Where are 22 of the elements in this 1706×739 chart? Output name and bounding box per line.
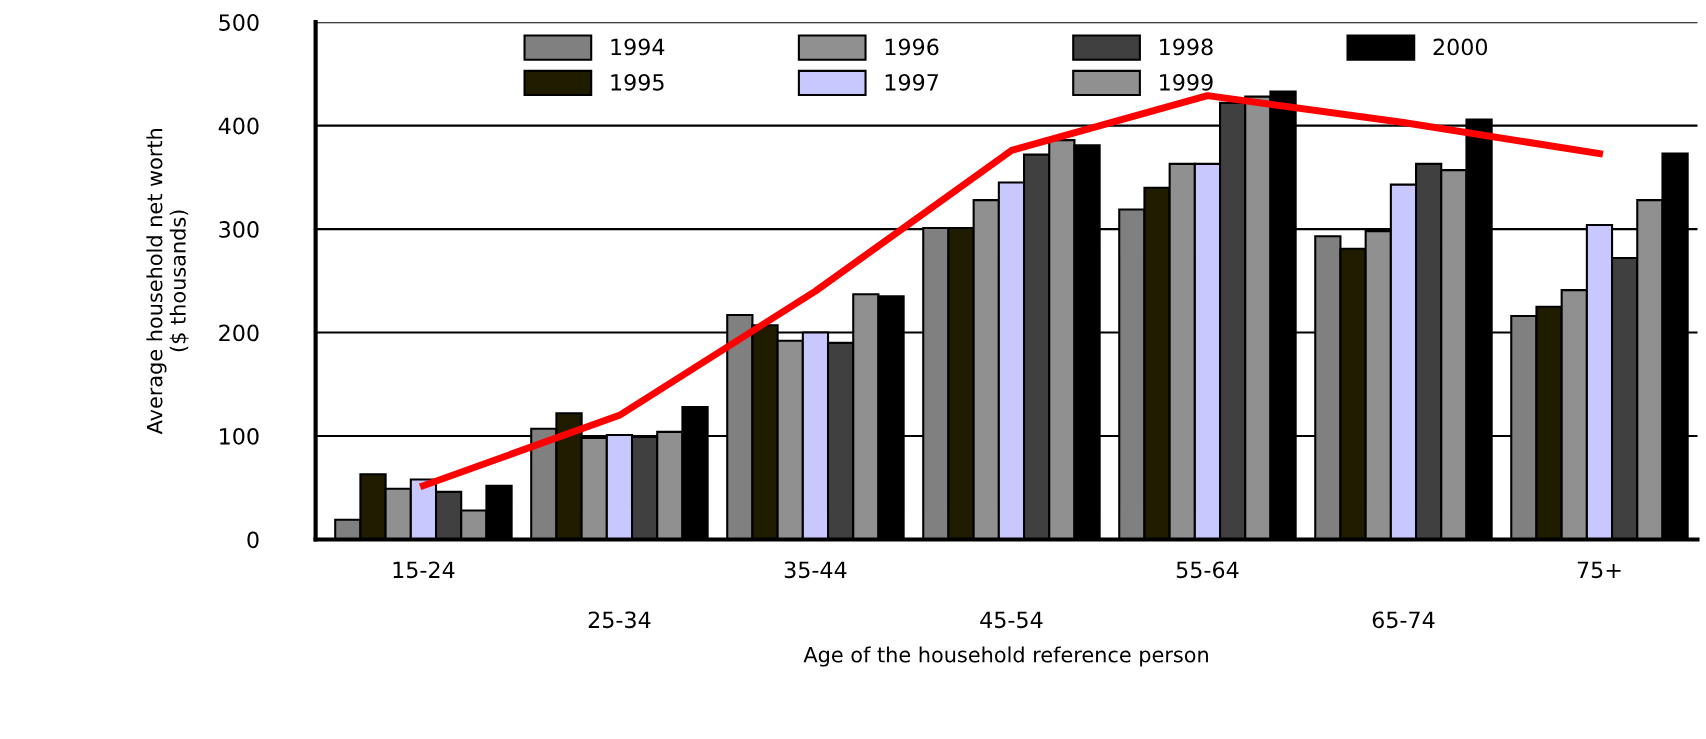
x-tick-label: 15-24: [393, 561, 455, 579]
y-tick-label: 500: [219, 14, 259, 31]
x-tick-label: 35-44: [784, 561, 847, 579]
y-axis-title: Average household net worth ($ thousands): [146, 129, 189, 435]
x-axis-title: Age of the household reference person: [803, 646, 1208, 667]
x-tick-label: 25-34: [588, 611, 651, 629]
legend-label: 1994: [611, 38, 665, 56]
legend-label: 1996: [885, 38, 939, 56]
y-tick-label: 200: [219, 324, 259, 342]
x-tick-label: 75+: [1577, 561, 1621, 579]
y-tick-label: 0: [247, 531, 259, 549]
y-tick-label: 400: [218, 117, 259, 135]
legend-label: 1995: [611, 73, 664, 91]
y-tick-label: 300: [219, 221, 259, 238]
x-tick-label: 45-54: [980, 611, 1043, 629]
legend-label: 1999: [1160, 73, 1213, 91]
legend-label: 2000: [1433, 38, 1488, 56]
y-tick-label: 100: [220, 427, 259, 445]
legend-label: 1997: [885, 73, 938, 91]
x-tick-label: 55-64: [1176, 561, 1239, 579]
legend-label: 1998: [1160, 38, 1213, 56]
x-tick-label: 65-74: [1372, 611, 1435, 629]
